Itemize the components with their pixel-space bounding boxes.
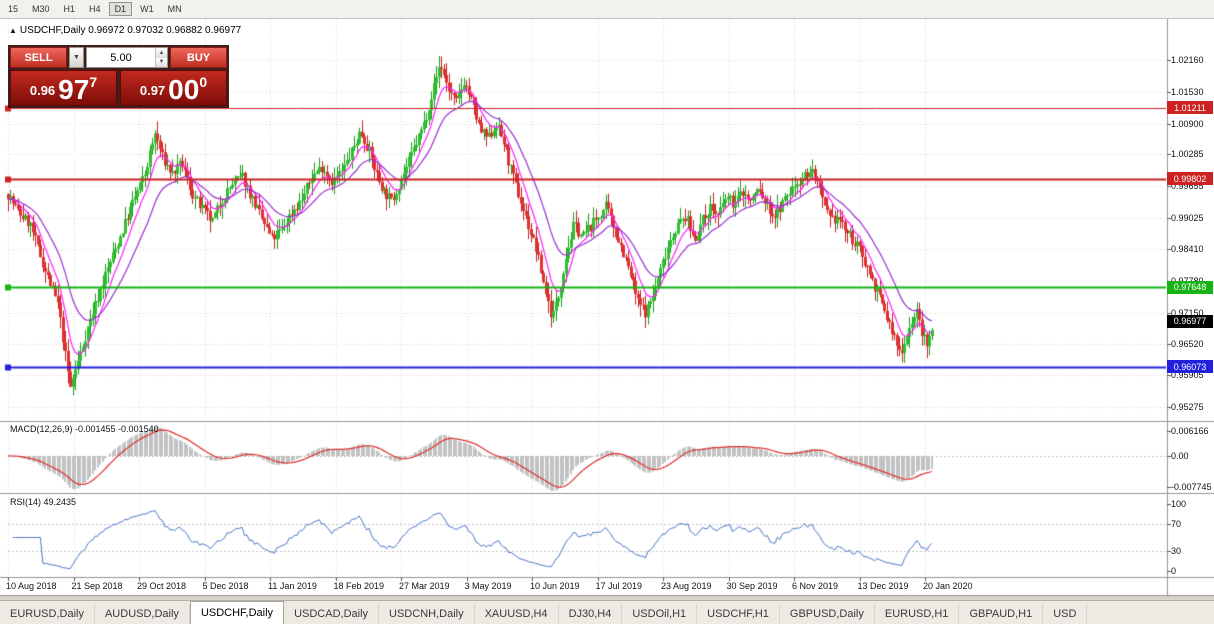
macd-axis-tick: 0.00 xyxy=(1171,451,1189,461)
time-axis-label: 29 Oct 2018 xyxy=(137,581,187,591)
time-axis-label: 23 Aug 2019 xyxy=(661,581,712,591)
buy-price-display[interactable]: 0.97 00 0 xyxy=(120,70,227,106)
timeframe-button-h4[interactable]: H4 xyxy=(89,4,101,14)
tab-eurusd-h1[interactable]: EURUSD,H1 xyxy=(875,604,960,624)
time-axis-label: 27 Mar 2019 xyxy=(399,581,450,591)
dropdown-arrow-icon: ▼ xyxy=(73,54,80,61)
tab-gbpaud-h1[interactable]: GBPAUD,H1 xyxy=(959,604,1044,624)
tab-xauusd-h4[interactable]: XAUUSD,H4 xyxy=(475,604,559,624)
order-type-dropdown[interactable]: ▼ xyxy=(69,47,84,68)
price-level-badge: 0.99802 xyxy=(1167,172,1213,186)
tab-dj30-h4[interactable]: DJ30,H4 xyxy=(559,604,623,624)
timeframe-button-d1[interactable]: D1 xyxy=(108,2,133,16)
tab-usdchf-h1[interactable]: USDCHF,H1 xyxy=(697,604,780,624)
buy-price-pip: 0 xyxy=(199,74,208,90)
time-axis-label: 30 Sep 2019 xyxy=(726,581,778,591)
volume-input[interactable]: 5.00 ▲ ▼ xyxy=(86,47,168,68)
sell-price-prefix: 0.96 xyxy=(29,83,56,98)
current-price-badge: 0.96977 xyxy=(1167,314,1213,328)
timeframe-button-w1[interactable]: W1 xyxy=(140,4,154,14)
ohlc-text: USDCHF,Daily 0.96972 0.97032 0.96882 0.9… xyxy=(19,25,242,36)
volume-value[interactable]: 5.00 xyxy=(110,51,132,64)
sell-button[interactable]: SELL xyxy=(10,47,67,68)
tab-usdoil-h1[interactable]: USDOil,H1 xyxy=(622,604,698,624)
price-axis-tick: 0.97780 xyxy=(1171,276,1204,286)
timeframe-button-mn[interactable]: MN xyxy=(167,4,182,14)
time-axis-label: 5 Dec 2018 xyxy=(202,581,249,591)
volume-stepper: ▲ ▼ xyxy=(155,48,167,67)
rsi-axis-tick: 0 xyxy=(1171,566,1177,576)
price-axis-tick: 1.00285 xyxy=(1171,149,1204,160)
timeframe-toolbar: 15 M30 H1 H4 D1 W1 MN xyxy=(0,0,1214,19)
tab-eurusd-daily[interactable]: EURUSD,Daily xyxy=(0,604,95,624)
price-level-badge: 0.96073 xyxy=(1167,360,1213,374)
time-axis-label: 17 Jul 2019 xyxy=(595,581,643,591)
rsi-axis-tick: 30 xyxy=(1171,545,1182,556)
tab-usdcnh-daily[interactable]: USDCNH,Daily xyxy=(379,604,475,624)
macd-axis-tick: -0.007745 xyxy=(1171,482,1212,492)
price-axis-tick: 0.96520 xyxy=(1171,339,1204,350)
chart-ohlc-header: ▲ USDCHF,Daily 0.96972 0.97032 0.96882 0.… xyxy=(9,25,241,36)
timeframe-button-15[interactable]: 15 xyxy=(8,4,19,14)
price-axis-tick: 1.00900 xyxy=(1171,118,1204,129)
time-axis-label: 21 Sep 2018 xyxy=(71,581,123,591)
price-axis-tick: 1.01530 xyxy=(1171,86,1204,97)
price-axis-tick: 1.02160 xyxy=(1171,55,1204,65)
tab-gbpusd-daily[interactable]: GBPUSD,Daily xyxy=(780,604,875,624)
price-axis-tick: 0.99655 xyxy=(1171,181,1204,192)
time-axis-label: 13 Dec 2019 xyxy=(857,581,909,591)
tab-usdchf-daily[interactable]: USDCHF,Daily xyxy=(189,601,285,624)
rsi-axis-tick: 70 xyxy=(1171,519,1182,530)
rsi-indicator-label: RSI(14) 49.2435 xyxy=(10,497,77,507)
sell-price-display[interactable]: 0.96 97 7 xyxy=(10,70,117,106)
volume-stepper-down-icon[interactable]: ▼ xyxy=(156,57,167,67)
tab-audusd-daily[interactable]: AUDUSD,Daily xyxy=(95,604,190,624)
buy-price-prefix: 0.97 xyxy=(139,83,166,98)
macd-axis-tick: 0.006166 xyxy=(1171,426,1209,436)
sell-price-big: 97 xyxy=(58,74,90,105)
one-click-trade-panel: SELL ▼ 5.00 ▲ ▼ BUY 0.96 97 7 0.97 00 0 xyxy=(8,45,229,108)
rsi-axis-tick: 100 xyxy=(1171,499,1187,509)
timeframe-button-m30[interactable]: M30 xyxy=(32,4,50,14)
time-axis-label: 6 Nov 2019 xyxy=(792,581,839,591)
time-axis-label: 3 May 2019 xyxy=(464,581,512,591)
price-axis-tick: 0.95275 xyxy=(1171,402,1204,412)
time-axis-label: 10 Aug 2018 xyxy=(6,581,57,591)
price-axis-tick: 0.99025 xyxy=(1171,213,1204,223)
macd-indicator-label: MACD(12,26,9) -0.001455 -0.001540 xyxy=(10,424,159,434)
tab-usd[interactable]: USD xyxy=(1043,604,1088,624)
price-level-badge: 1.01211 xyxy=(1167,101,1213,115)
volume-stepper-up-icon[interactable]: ▲ xyxy=(156,48,167,58)
price-level-badge: 0.97648 xyxy=(1167,280,1213,294)
sell-price-pip: 7 xyxy=(89,74,98,90)
time-axis-label: 10 Jun 2019 xyxy=(530,581,580,591)
price-axis-tick: 0.95905 xyxy=(1171,370,1204,381)
price-axis-tick: 0.97150 xyxy=(1171,307,1204,318)
time-axis-label: 20 Jan 2020 xyxy=(923,581,973,591)
time-axis-label: 11 Jan 2019 xyxy=(268,581,317,591)
buy-price-big: 00 xyxy=(168,74,200,105)
buy-button[interactable]: BUY xyxy=(170,47,227,68)
time-axis-label: 18 Feb 2019 xyxy=(333,581,385,591)
chart-tabbar: EURUSD,Daily AUDUSD,Daily USDCHF,Daily USDC… xyxy=(0,600,1214,624)
timeframe-button-h1[interactable]: H1 xyxy=(63,4,76,14)
tab-usdcad-daily[interactable]: USDCAD,Daily xyxy=(284,604,380,624)
price-axis-tick: 0.98410 xyxy=(1171,243,1204,254)
one-click-panel-toggle-icon[interactable]: ▲ xyxy=(9,26,17,35)
